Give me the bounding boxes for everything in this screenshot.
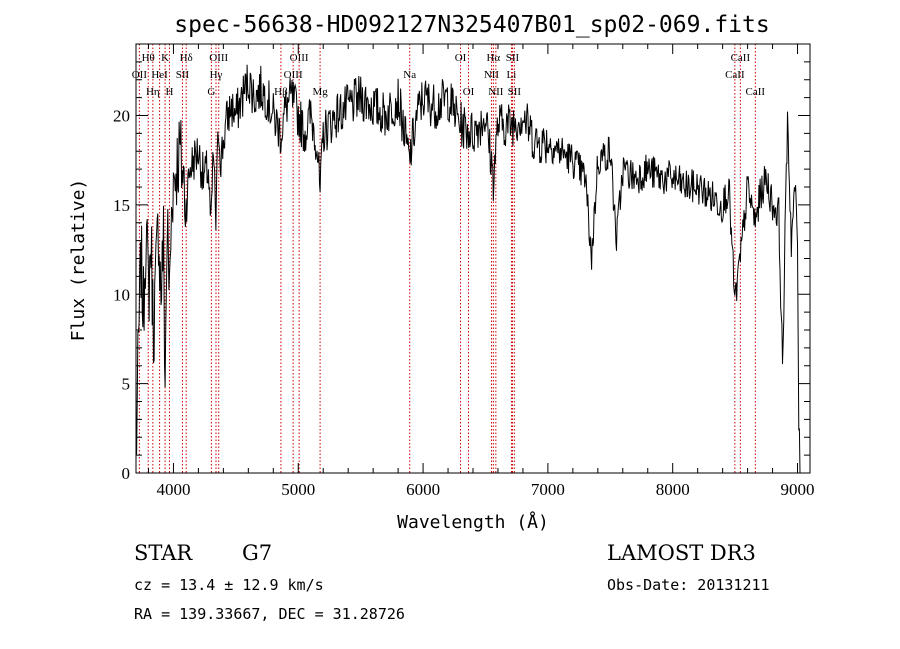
line-label-18: Hα — [486, 52, 500, 64]
object-class: STAR — [134, 541, 193, 565]
line-label-15: Na — [403, 69, 416, 81]
line-label-24: CaII — [731, 52, 751, 64]
line-label-7: Hδ — [180, 52, 193, 64]
x-axis-label: Wavelength (Å) — [397, 511, 549, 533]
y-tick-label-2: 10 — [113, 285, 130, 304]
line-label-21: SII — [506, 52, 520, 64]
line-label-12: OIII — [284, 69, 303, 81]
spectrum-series-line — [135, 64, 801, 474]
y-tick-label-1: 5 — [122, 375, 131, 394]
line-label-6: SII — [176, 69, 190, 81]
line-label-9: Hγ — [210, 69, 223, 81]
ra-dec-coordinates: RA = 139.33667, DEC = 31.28726 — [134, 605, 405, 623]
line-label-8: OIII — [209, 52, 228, 64]
line-label-20: NII — [488, 86, 504, 98]
x-tick-label-5: 9000 — [781, 480, 815, 499]
y-tick-label-4: 20 — [113, 107, 130, 126]
line-label-3: HeI — [151, 69, 168, 81]
x-tick-label-2: 6000 — [406, 480, 440, 499]
line-label-2: Hη — [146, 86, 160, 98]
line-label-16: OI — [455, 52, 467, 64]
line-label-14: Mg — [312, 86, 328, 98]
line-label-10: G — [207, 86, 215, 98]
line-label-11: OIII — [290, 52, 309, 64]
object-subclass: G7 — [242, 541, 272, 565]
line-label-19: NII — [484, 69, 500, 81]
line-label-25: CaII — [725, 69, 745, 81]
redshift-cz: cz = 13.4 ± 12.9 km/s — [134, 576, 324, 594]
x-tick-label-0: 4000 — [156, 480, 190, 499]
line-label-4: K — [161, 52, 169, 64]
survey-name: LAMOST DR3 — [607, 541, 756, 565]
x-tick-label-4: 8000 — [656, 480, 690, 499]
observation-date: Obs-Date: 20131211 — [607, 576, 770, 594]
line-label-26: CaII — [746, 86, 766, 98]
line-label-22: Li — [507, 69, 517, 81]
line-label-1: OII — [132, 69, 148, 81]
x-tick-label-3: 7000 — [531, 480, 565, 499]
line-label-5: H — [165, 86, 173, 98]
y-tick-label-0: 0 — [122, 464, 131, 483]
line-label-17: OI — [463, 86, 475, 98]
line-label-23: SII — [508, 86, 522, 98]
axis-ticks: 4000 5000 6000 7000 8000 9000 0 5 10 15 20 — [113, 43, 815, 499]
x-tick-label-1: 5000 — [281, 480, 315, 499]
y-tick-label-3: 15 — [113, 196, 130, 215]
chart-title: spec-56638-HD092127N325407B01_sp02-069.f… — [174, 12, 769, 38]
line-label-13: Hβ — [274, 86, 288, 98]
y-axis-label: Flux (relative) — [68, 179, 89, 342]
line-label-0: Hθ — [142, 52, 155, 64]
